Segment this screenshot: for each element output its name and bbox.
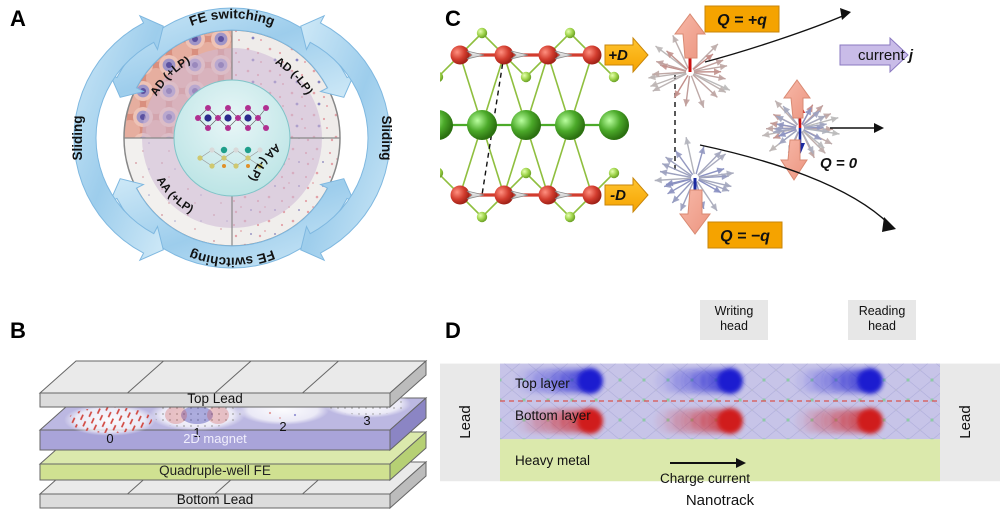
svg-text:Heavy metal: Heavy metal xyxy=(515,453,590,468)
svg-text:Lead: Lead xyxy=(957,405,974,438)
svg-text:+D: +D xyxy=(608,47,628,64)
svg-text:Charge current: Charge current xyxy=(660,471,750,486)
svg-text:Reading: Reading xyxy=(859,304,906,318)
svg-text:head: head xyxy=(720,319,748,333)
svg-text:Nanotrack: Nanotrack xyxy=(686,492,755,509)
svg-text:Q = +q: Q = +q xyxy=(717,12,767,29)
svg-text:Top Lead: Top Lead xyxy=(187,391,243,406)
svg-text:Quadruple-well FE: Quadruple-well FE xyxy=(159,463,271,478)
svg-text:Q = −q: Q = −q xyxy=(720,228,770,245)
svg-text:Sliding: Sliding xyxy=(70,116,85,161)
svg-text:Writing: Writing xyxy=(715,304,754,318)
svg-text:Bottom Lead: Bottom Lead xyxy=(177,492,254,507)
svg-text:Sliding: Sliding xyxy=(379,116,394,161)
svg-text:current j: current j xyxy=(858,47,914,64)
svg-text:Top layer: Top layer xyxy=(515,376,570,391)
svg-text:Bottom layer: Bottom layer xyxy=(515,408,591,423)
svg-text:3: 3 xyxy=(363,413,370,428)
svg-text:-D: -D xyxy=(610,187,626,204)
svg-text:2D magnet: 2D magnet xyxy=(183,431,247,446)
svg-text:Q = 0: Q = 0 xyxy=(820,155,858,172)
svg-text:head: head xyxy=(868,319,896,333)
svg-text:0: 0 xyxy=(106,431,113,446)
svg-text:2: 2 xyxy=(279,419,286,434)
